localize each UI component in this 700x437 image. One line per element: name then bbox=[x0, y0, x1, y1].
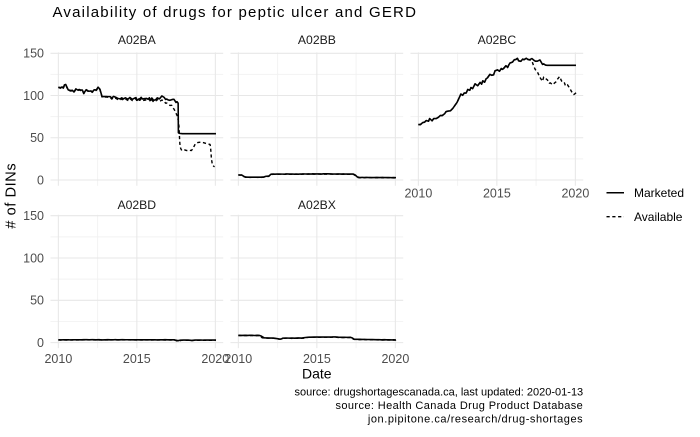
svg-text:A02BA: A02BA bbox=[118, 33, 157, 47]
svg-text:Availability of drugs for pept: Availability of drugs for peptic ulcer a… bbox=[53, 4, 418, 21]
svg-text:2015: 2015 bbox=[123, 352, 151, 366]
svg-text:0: 0 bbox=[37, 336, 44, 350]
svg-text:2015: 2015 bbox=[483, 187, 511, 201]
svg-text:150: 150 bbox=[23, 47, 44, 61]
svg-text:2020: 2020 bbox=[561, 187, 589, 201]
svg-text:Date: Date bbox=[302, 366, 332, 382]
svg-text:jon.pipitone.ca/research/drug-: jon.pipitone.ca/research/drug-shortages bbox=[367, 414, 583, 426]
svg-text:A02BD: A02BD bbox=[117, 198, 156, 212]
svg-text:50: 50 bbox=[30, 131, 44, 145]
svg-text:2010: 2010 bbox=[44, 352, 72, 366]
svg-text:2020: 2020 bbox=[381, 352, 409, 366]
svg-text:2010: 2010 bbox=[404, 187, 432, 201]
svg-text:A02BX: A02BX bbox=[298, 198, 336, 212]
svg-text:100: 100 bbox=[23, 251, 44, 265]
svg-text:# of DINs: # of DINs bbox=[4, 163, 20, 229]
svg-text:Marketed: Marketed bbox=[634, 186, 684, 200]
svg-text:2020: 2020 bbox=[201, 352, 229, 366]
svg-text:2010: 2010 bbox=[224, 352, 252, 366]
svg-text:Available: Available bbox=[634, 210, 683, 224]
svg-text:A02BC: A02BC bbox=[478, 33, 517, 47]
svg-text:150: 150 bbox=[23, 209, 44, 223]
svg-text:50: 50 bbox=[30, 294, 44, 308]
svg-text:source: drugshortagescanada.ca: source: drugshortagescanada.ca, last upd… bbox=[295, 387, 584, 399]
svg-text:A02BB: A02BB bbox=[298, 33, 336, 47]
svg-text:2015: 2015 bbox=[303, 352, 331, 366]
svg-text:source: Health Canada Drug Pro: source: Health Canada Drug Product Datab… bbox=[335, 400, 583, 412]
svg-text:0: 0 bbox=[37, 173, 44, 187]
svg-text:100: 100 bbox=[23, 89, 44, 103]
